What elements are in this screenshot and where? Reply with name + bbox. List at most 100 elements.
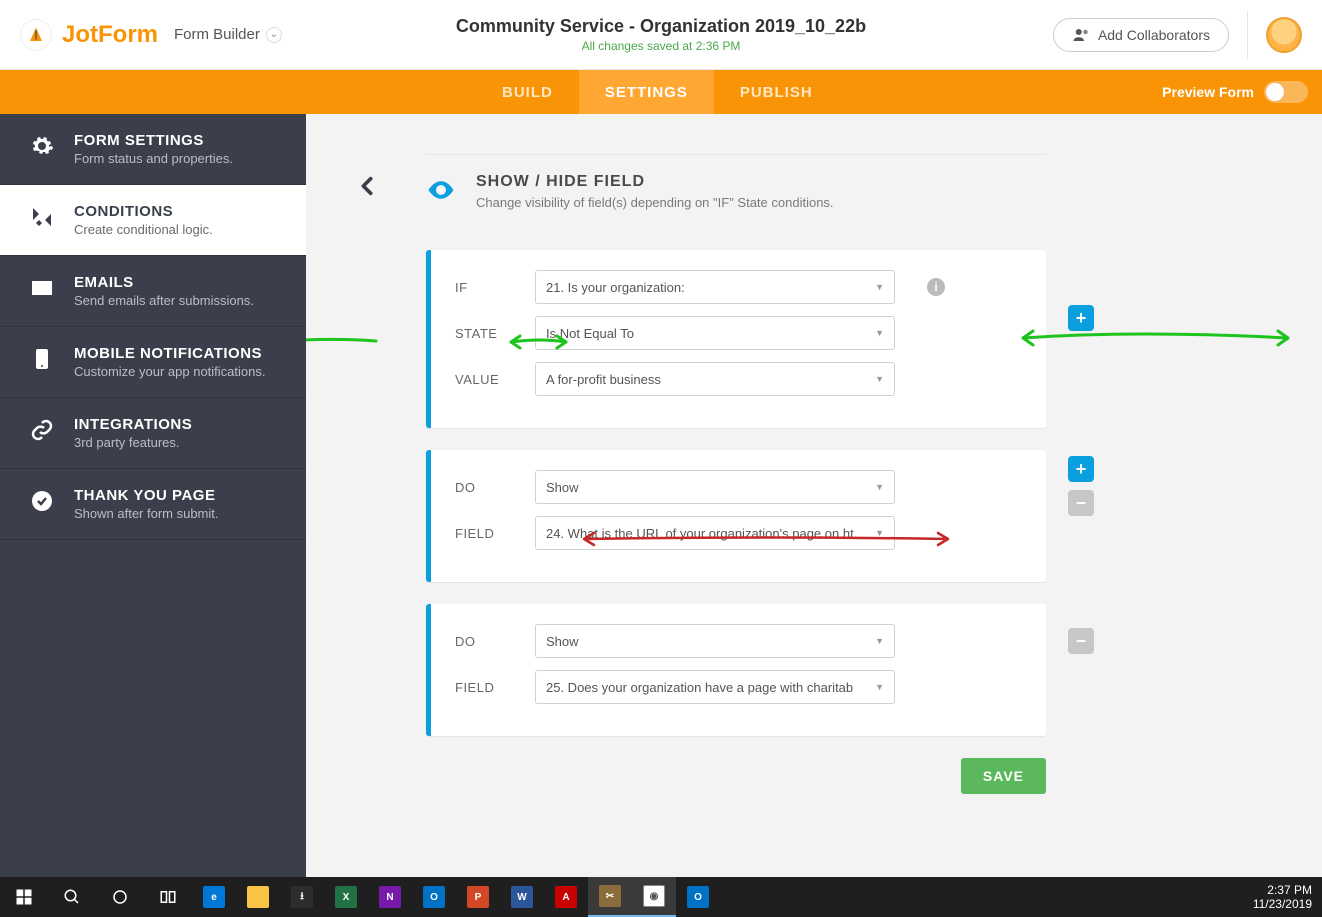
sidebar-item-thankyou[interactable]: THANK YOU PAGE Shown after form submit. <box>0 469 306 540</box>
taskbar-clock[interactable]: 2:37 PM 11/23/2019 <box>1243 879 1322 916</box>
start-button[interactable] <box>0 877 48 917</box>
logo-text: JotForm <box>62 21 158 49</box>
field-select[interactable]: 25. Does your organization have a page w… <box>535 670 895 704</box>
condition-do-card-2: DO Show FIELD 25. Does your organization… <box>426 604 1046 736</box>
value-label: VALUE <box>455 372 511 387</box>
sidebar-title: EMAILS <box>74 274 254 291</box>
taskbar-app-store[interactable]: ⭳ <box>280 877 324 917</box>
taskbar-app-explorer[interactable] <box>236 877 280 917</box>
collaborators-icon <box>1072 26 1090 44</box>
section-desc: Change visibility of field(s) depending … <box>476 195 834 210</box>
divider <box>1247 11 1248 59</box>
search-button[interactable] <box>48 877 96 917</box>
value-select[interactable]: A for-profit business <box>535 362 895 396</box>
tab-publish[interactable]: PUBLISH <box>714 70 839 114</box>
sidebar-title: THANK YOU PAGE <box>74 487 219 504</box>
do-select[interactable]: Show <box>535 470 895 504</box>
user-avatar[interactable] <box>1266 17 1302 53</box>
form-builder-dropdown[interactable]: Form Builder ⌄ <box>174 26 282 43</box>
taskbar-time: 2:37 PM <box>1253 883 1312 897</box>
sidebar-subtitle: Customize your app notifications. <box>74 364 265 379</box>
logo[interactable]: JotForm <box>20 19 158 51</box>
remove-action-button[interactable]: − <box>1068 628 1094 654</box>
taskbar-app-word[interactable]: W <box>500 877 544 917</box>
sidebar-subtitle: Send emails after submissions. <box>74 293 254 308</box>
sidebar-title: MOBILE NOTIFICATIONS <box>74 345 265 362</box>
taskbar-app-outlook[interactable]: O <box>412 877 456 917</box>
condition-if-card: IF 21. Is your organization: i STATE Is … <box>426 250 1046 428</box>
sidebar-subtitle: 3rd party features. <box>74 435 192 450</box>
preview-label: Preview Form <box>1162 84 1254 100</box>
sidebar-title: INTEGRATIONS <box>74 416 192 433</box>
logo-mark-icon <box>20 19 52 51</box>
sidebar-title: CONDITIONS <box>74 203 213 220</box>
form-builder-label: Form Builder <box>174 26 260 43</box>
tab-settings[interactable]: SETTINGS <box>579 70 714 114</box>
collab-label: Add Collaborators <box>1098 27 1210 43</box>
do-label: DO <box>455 480 511 495</box>
check-circle-icon <box>28 489 56 513</box>
section-title: SHOW / HIDE FIELD <box>476 173 834 191</box>
add-action-button[interactable]: + <box>1068 456 1094 482</box>
taskbar-app-outlook2[interactable]: O <box>676 877 720 917</box>
saved-status: All changes saved at 2:36 PM <box>456 39 866 53</box>
taskbar-app-snip[interactable]: ✂ <box>588 877 632 917</box>
field-label: FIELD <box>455 680 511 695</box>
preview-form-toggle[interactable]: Preview Form <box>1162 81 1308 103</box>
remove-action-button[interactable]: − <box>1068 490 1094 516</box>
taskbar-app-excel[interactable]: X <box>324 877 368 917</box>
form-title: Community Service - Organization 2019_10… <box>456 16 866 37</box>
tab-bar: BUILD SETTINGS PUBLISH Preview Form <box>0 70 1322 114</box>
info-icon[interactable]: i <box>927 278 945 296</box>
sidebar-item-conditions[interactable]: CONDITIONS Create conditional logic. <box>0 185 306 256</box>
sidebar-subtitle: Shown after form submit. <box>74 506 219 521</box>
toggle-switch[interactable] <box>1264 81 1308 103</box>
sidebar-item-integrations[interactable]: INTEGRATIONS 3rd party features. <box>0 398 306 469</box>
section-header: SHOW / HIDE FIELD Change visibility of f… <box>426 154 1046 210</box>
sidebar-item-emails[interactable]: EMAILS Send emails after submissions. <box>0 256 306 327</box>
taskbar-app-powerpoint[interactable]: P <box>456 877 500 917</box>
annotation-arrow-right <box>1018 324 1298 354</box>
chevron-down-icon: ⌄ <box>266 27 282 43</box>
if-field-select[interactable]: 21. Is your organization: <box>535 270 895 304</box>
if-label: IF <box>455 280 511 295</box>
tab-build[interactable]: BUILD <box>476 70 579 114</box>
state-select[interactable]: Is Not Equal To <box>535 316 895 350</box>
settings-sidebar: FORM SETTINGS Form status and properties.… <box>0 114 306 877</box>
save-button[interactable]: SAVE <box>961 758 1046 794</box>
gear-icon <box>28 134 56 158</box>
task-view-button[interactable] <box>144 877 192 917</box>
main-content: SHOW / HIDE FIELD Change visibility of f… <box>306 114 1322 877</box>
header-center: Community Service - Organization 2019_10… <box>456 16 866 53</box>
sidebar-subtitle: Form status and properties. <box>74 151 233 166</box>
chevron-left-icon <box>356 171 378 201</box>
sidebar-item-mobile[interactable]: MOBILE NOTIFICATIONS Customize your app n… <box>0 327 306 398</box>
link-icon <box>28 418 56 442</box>
cortana-button[interactable] <box>96 877 144 917</box>
field-label: FIELD <box>455 526 511 541</box>
sidebar-item-form-settings[interactable]: FORM SETTINGS Form status and properties. <box>0 114 306 185</box>
add-collaborators-button[interactable]: Add Collaborators <box>1053 18 1229 52</box>
do-label: DO <box>455 634 511 649</box>
windows-taskbar: e⭳XNOPWA✂◉O 2:37 PM 11/23/2019 <box>0 877 1322 917</box>
back-button[interactable] <box>356 171 378 209</box>
annotation-arrow-left <box>306 329 381 359</box>
taskbar-app-chrome[interactable]: ◉ <box>632 877 676 917</box>
sidebar-subtitle: Create conditional logic. <box>74 222 213 237</box>
taskbar-app-edge[interactable]: e <box>192 877 236 917</box>
mobile-icon <box>28 347 56 371</box>
taskbar-app-acrobat[interactable]: A <box>544 877 588 917</box>
eye-icon <box>426 175 456 210</box>
save-row: SAVE <box>426 758 1046 794</box>
condition-do-card-1: DO Show FIELD 24. What is the URL of you… <box>426 450 1046 582</box>
sidebar-title: FORM SETTINGS <box>74 132 233 149</box>
top-header: JotForm Form Builder ⌄ Community Service… <box>0 0 1322 70</box>
envelope-icon <box>28 276 56 300</box>
conditions-icon <box>28 205 56 229</box>
field-select[interactable]: 24. What is the URL of your organization… <box>535 516 895 550</box>
add-condition-button[interactable]: + <box>1068 305 1094 331</box>
do-select[interactable]: Show <box>535 624 895 658</box>
header-right: Add Collaborators <box>1053 11 1302 59</box>
taskbar-app-onenote[interactable]: N <box>368 877 412 917</box>
taskbar-date: 11/23/2019 <box>1253 897 1312 911</box>
